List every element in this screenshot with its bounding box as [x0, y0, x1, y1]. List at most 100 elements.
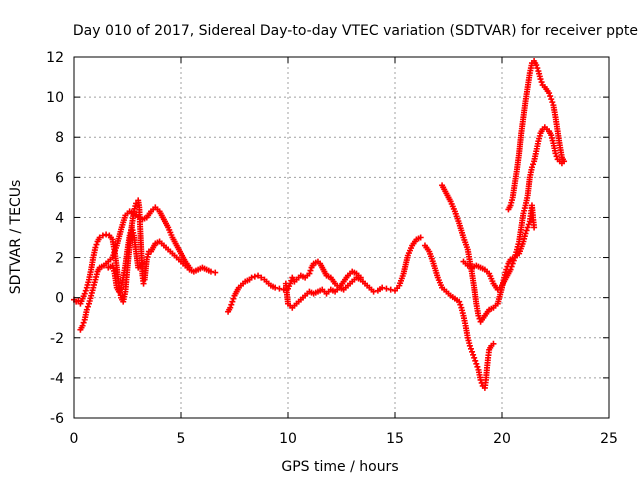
- data-point: [473, 360, 480, 367]
- data-point-fill: [510, 257, 517, 264]
- y-tick-label: 0: [55, 291, 64, 307]
- data-point-fill: [508, 263, 515, 270]
- data-point: [522, 230, 529, 237]
- x-tick-label: 15: [386, 431, 404, 447]
- data-point: [533, 62, 540, 69]
- y-tick-label: 10: [46, 90, 64, 106]
- data-point-fill: [82, 287, 89, 294]
- data-point-fill: [525, 221, 532, 228]
- data-point: [92, 244, 99, 251]
- data-point: [83, 306, 90, 313]
- data-point: [255, 272, 262, 279]
- series-7: [439, 182, 538, 325]
- data-point: [466, 342, 473, 349]
- series-6: [421, 242, 497, 391]
- data-point-fill: [474, 363, 481, 370]
- data-point: [387, 286, 394, 293]
- data-point: [248, 274, 255, 281]
- data-point: [207, 268, 214, 275]
- axis-ticks: [73, 56, 610, 419]
- data-point-fill: [530, 161, 537, 168]
- x-axis-title: GPS time / hours: [281, 459, 398, 475]
- data-point: [552, 150, 559, 157]
- data-point-fill: [307, 267, 314, 274]
- data-point: [276, 285, 283, 292]
- data-point-fill: [457, 301, 464, 308]
- plot-data: [71, 58, 568, 391]
- data-point: [531, 224, 538, 231]
- data-point-fill: [549, 99, 556, 106]
- y-tick-label: -4: [50, 371, 64, 387]
- data-point: [79, 322, 86, 329]
- x-tick-label: 0: [70, 431, 79, 447]
- series-2: [77, 204, 193, 333]
- data-point: [227, 304, 234, 311]
- data-point: [537, 76, 544, 83]
- data-point: [306, 270, 313, 277]
- data-point-fill: [472, 357, 479, 364]
- data-point: [477, 376, 484, 383]
- data-point: [548, 96, 555, 103]
- data-point-fill: [228, 301, 235, 308]
- data-point: [103, 231, 110, 238]
- x-tick-label: 20: [493, 431, 511, 447]
- data-point: [561, 158, 568, 165]
- data-point: [140, 280, 147, 287]
- data-point: [81, 290, 88, 297]
- data-point: [509, 260, 516, 267]
- data-point: [417, 234, 424, 241]
- data-point-fill: [467, 345, 474, 352]
- series-8: [460, 124, 565, 293]
- y-tick-label: -2: [50, 331, 64, 347]
- data-point: [490, 340, 497, 347]
- data-point-fill: [470, 351, 477, 358]
- data-point: [139, 260, 146, 267]
- data-point-fill: [553, 153, 560, 160]
- y-axis-title: SDTVAR / TECUs: [8, 180, 24, 295]
- data-point-fill: [534, 65, 541, 72]
- data-point-fill: [547, 93, 554, 100]
- data-point: [357, 274, 364, 281]
- data-point: [469, 348, 476, 355]
- y-tick-label: 6: [55, 170, 64, 186]
- data-point-fill: [80, 319, 87, 326]
- y-tick-label: 4: [55, 210, 64, 226]
- plot-frame: [73, 56, 610, 419]
- y-tick-label: -6: [50, 411, 64, 427]
- data-point: [456, 298, 463, 305]
- data-point: [251, 273, 258, 280]
- series-4: [225, 234, 424, 315]
- y-tick-label: 2: [55, 251, 64, 267]
- data-point: [475, 312, 482, 319]
- chart-title: Day 010 of 2017, Sidereal Day-to-day VTE…: [73, 23, 638, 39]
- data-point: [96, 234, 103, 241]
- data-point: [272, 284, 279, 291]
- data-point: [524, 224, 531, 231]
- x-tick-label: 25: [600, 431, 618, 447]
- series-5: [282, 268, 364, 311]
- data-point: [99, 232, 106, 239]
- data-point-fill: [538, 79, 545, 86]
- data-point: [383, 285, 390, 292]
- grid: [74, 57, 609, 418]
- data-point: [186, 264, 193, 271]
- data-point-fill: [523, 227, 530, 234]
- series-9: [505, 58, 568, 213]
- y-tick-label: 12: [46, 50, 64, 66]
- data-point-fill: [84, 303, 91, 310]
- x-tick-label: 10: [279, 431, 297, 447]
- data-point: [229, 298, 236, 305]
- data-point: [507, 266, 514, 273]
- data-point: [258, 274, 265, 281]
- data-point: [212, 269, 219, 276]
- data-point: [471, 354, 478, 361]
- data-point: [546, 90, 553, 97]
- data-point: [528, 164, 535, 171]
- x-tick-label: 5: [177, 431, 186, 447]
- y-tick-label: 8: [55, 130, 64, 146]
- data-point: [379, 284, 386, 291]
- data-point-fill: [230, 295, 237, 302]
